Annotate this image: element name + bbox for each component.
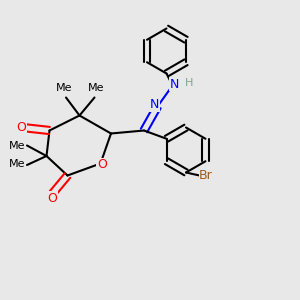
Text: Me: Me xyxy=(9,141,26,151)
Text: N: N xyxy=(150,98,159,112)
Text: O: O xyxy=(16,121,26,134)
Text: Me: Me xyxy=(88,83,104,93)
Text: H: H xyxy=(184,78,193,88)
Text: Me: Me xyxy=(56,83,73,93)
Text: O: O xyxy=(97,158,107,172)
Text: Me: Me xyxy=(9,159,26,170)
Text: O: O xyxy=(48,191,57,205)
Text: N: N xyxy=(169,77,179,91)
Text: Br: Br xyxy=(199,169,213,182)
